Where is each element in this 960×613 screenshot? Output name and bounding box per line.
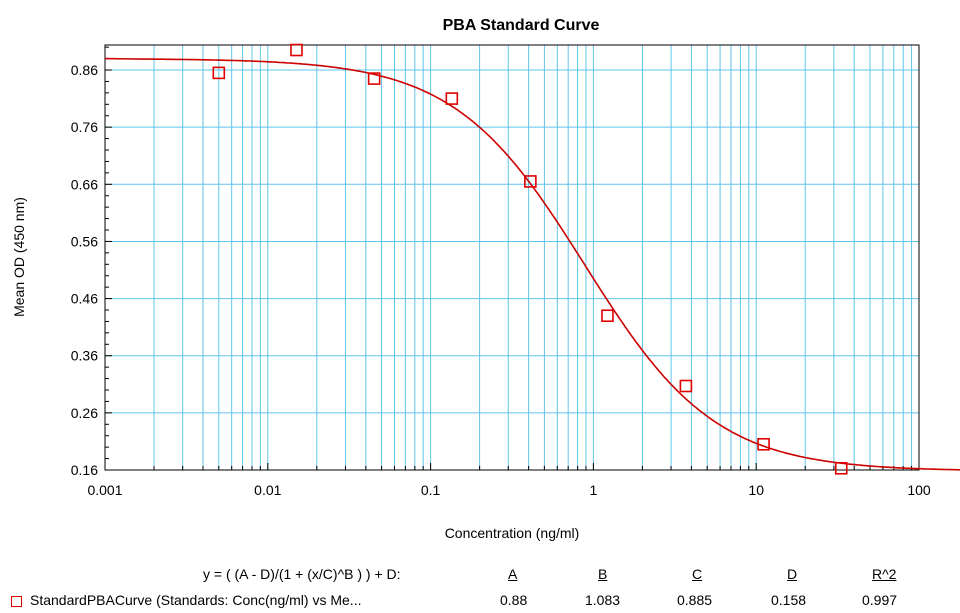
y-tick-label: 0.86 — [71, 62, 98, 78]
data-point-marker — [367, 72, 381, 85]
legend-series-name: StandardPBACurve (Standards: Conc(ng/ml)… — [30, 592, 362, 608]
grid-lines — [105, 45, 919, 470]
chart-title: PBA Standard Curve — [443, 17, 600, 34]
fit-value-r2: 0.997 — [862, 592, 898, 608]
y-tick-label: 0.36 — [71, 348, 98, 364]
y-tick-labels: 0.16 0.26 0.36 0.46 0.56 0.66 0.76 0.86 — [71, 62, 98, 478]
fit-header-b: B — [598, 566, 608, 582]
data-points — [212, 43, 848, 475]
data-point-marker — [679, 379, 693, 393]
data-point-marker — [445, 92, 459, 105]
fit-equation: y = ( (A - D)/(1 + (x/C)^B ) ) + D: — [203, 566, 401, 582]
y-tick-label: 0.76 — [71, 119, 98, 135]
axis-ticks — [104, 46, 920, 471]
data-point-marker — [212, 66, 226, 80]
y-axis-label: Mean OD (450 nm) — [11, 197, 27, 317]
fit-header-a: A — [508, 566, 518, 582]
y-tick-label: 0.16 — [71, 462, 98, 478]
y-tick-label: 0.66 — [71, 176, 98, 192]
x-tick-labels: 0.001 0.01 0.1 1 10 100 — [87, 482, 930, 498]
y-tick-label: 0.46 — [71, 291, 98, 307]
x-tick-label: 10 — [748, 482, 764, 498]
legend-marker-icon — [11, 596, 22, 607]
data-point-marker — [290, 43, 303, 57]
x-tick-label: 0.1 — [421, 482, 441, 498]
fit-header-r2: R^2 — [872, 566, 897, 582]
fit-value-c: 0.885 — [677, 592, 713, 608]
plot-frame — [104, 44, 920, 471]
y-tick-label: 0.56 — [71, 233, 98, 249]
x-tick-label: 100 — [907, 482, 931, 498]
fit-value-d: 0.158 — [771, 592, 807, 608]
fit-header-d: D — [787, 566, 798, 582]
data-point-marker — [524, 175, 537, 188]
fit-curve — [104, 57, 960, 471]
fit-value-a: 0.88 — [500, 592, 528, 608]
x-tick-label: 1 — [590, 482, 598, 498]
data-point-marker — [601, 309, 614, 323]
fit-curve-line — [142, 58, 960, 471]
fit-header-c: C — [692, 566, 703, 582]
y-tick-label: 0.26 — [71, 405, 98, 421]
data-point-marker — [757, 437, 770, 451]
fit-value-b: 1.083 — [585, 592, 621, 608]
x-tick-label: 0.01 — [254, 482, 281, 498]
x-axis-label: Concentration (ng/ml) — [445, 525, 580, 541]
data-point-marker — [834, 461, 848, 475]
x-tick-label: 0.001 — [87, 482, 122, 498]
